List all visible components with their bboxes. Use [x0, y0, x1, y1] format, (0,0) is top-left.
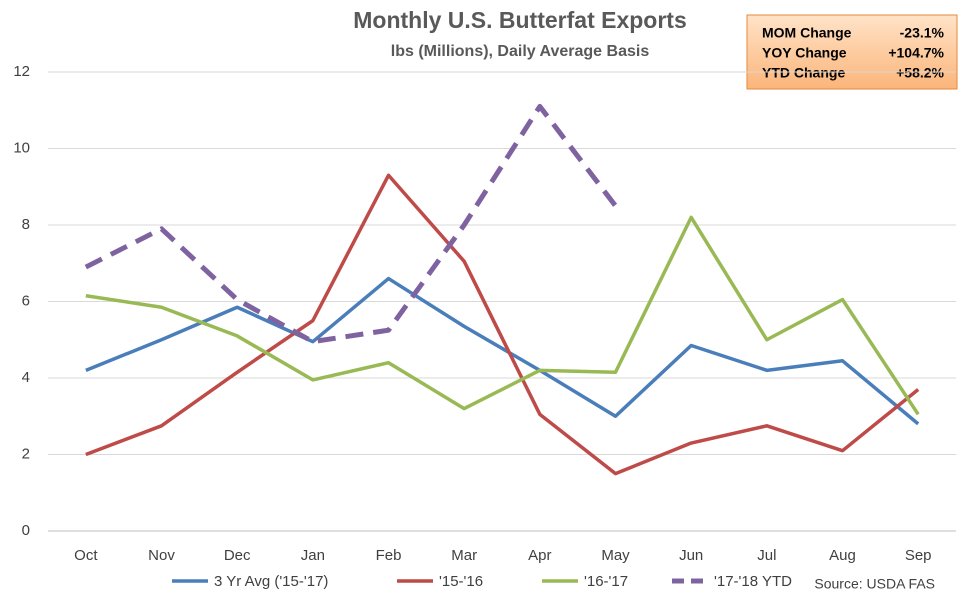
summary-label: YOY Change [762, 45, 847, 61]
series-line [85, 173, 920, 476]
x-tick-label: Jul [757, 547, 776, 564]
series-line [84, 103, 618, 345]
x-tick-label: May [601, 547, 630, 564]
series-line [85, 276, 920, 426]
y-tick-label: 4 [22, 369, 30, 386]
chart-title: Monthly U.S. Butterfat Exports [353, 7, 687, 33]
summary-value: -23.1% [900, 25, 945, 41]
series-line [85, 215, 920, 416]
chart-subtitle: lbs (Millions), Daily Average Basis [391, 43, 650, 60]
source: Source: USDA FAS [814, 576, 935, 592]
x-tick-label: Dec [224, 547, 251, 564]
legend-label: 3 Yr Avg ('15-'17) [214, 573, 328, 590]
y-tick-label: 0 [22, 522, 30, 539]
y-tick-label: 2 [22, 445, 30, 462]
x-tick-label: Nov [148, 547, 175, 564]
y-tick-label: 8 [22, 216, 30, 233]
x-tick-label: Jun [679, 547, 703, 564]
summary-label: YTD Change [762, 65, 845, 81]
x-tick-label: Apr [528, 547, 551, 564]
summary-value: +58.2% [896, 65, 944, 81]
legend-label: '17-'18 YTD [714, 573, 792, 590]
x-tick-label: Sep [905, 547, 932, 564]
legend-label: '15-'16 [439, 573, 483, 590]
legend-label: '16-'17 [584, 573, 628, 590]
y-tick-label: 12 [13, 63, 30, 80]
x-tick-label: Jan [301, 547, 325, 564]
summary-value: +104.7% [888, 45, 944, 61]
summary-label: MOM Change [762, 25, 852, 41]
y-tick-label: 10 [13, 139, 30, 156]
x-tick-label: Feb [376, 547, 402, 564]
x-tick-label: Mar [451, 547, 477, 564]
x-tick-label: Aug [829, 547, 856, 564]
summary-background [746, 14, 958, 90]
y-tick-label: 6 [22, 292, 30, 309]
summary-box: MOM Change -23.1% YOY Change +104.7% YTD Cha… [746, 14, 958, 90]
x-tick-label: Oct [74, 547, 98, 564]
